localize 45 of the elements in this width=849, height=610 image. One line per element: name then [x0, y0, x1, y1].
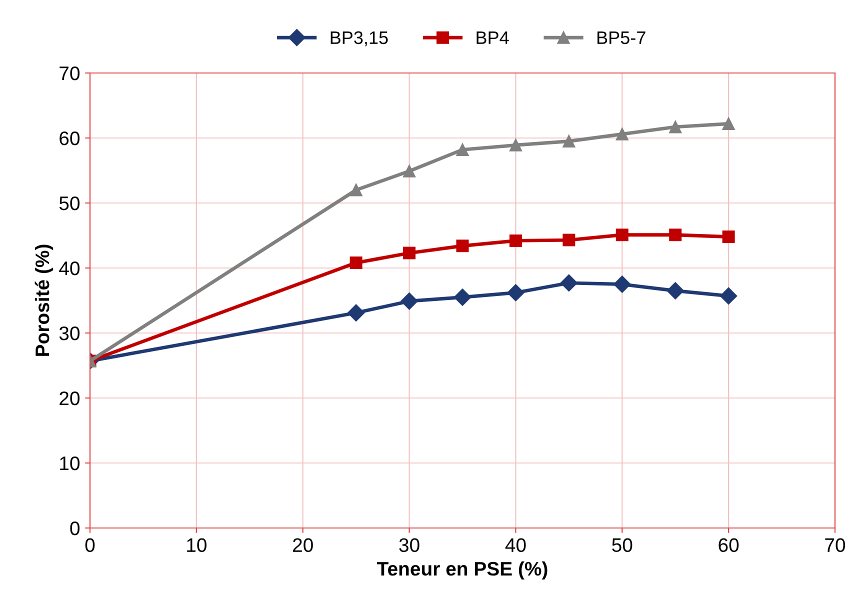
point [616, 228, 628, 242]
y-tick-label: 20 [60, 391, 80, 406]
point [562, 135, 576, 148]
point [350, 256, 362, 270]
y-tick-label: 60 [60, 131, 80, 146]
point [560, 274, 578, 292]
x-tick-label: 0 [85, 538, 95, 552]
point [403, 246, 416, 260]
legend-label: BP5-7 [598, 31, 646, 44]
point [722, 117, 735, 130]
x-tick-label: 40 [505, 538, 526, 552]
x-tick-label: 20 [293, 538, 313, 552]
y-tick-label: 30 [59, 326, 80, 340]
x-tick-label: 50 [612, 538, 632, 552]
point [669, 228, 682, 242]
legend-label: BP4 [476, 31, 509, 44]
point [616, 128, 628, 140]
point [509, 138, 522, 152]
x-axis-title: Teneur en PSE (%) [377, 561, 548, 580]
y-tick-label: 0 [70, 521, 80, 536]
point [666, 282, 684, 300]
point [350, 184, 362, 196]
legend-label: BP3,15 [330, 31, 388, 46]
y-tick-label: 70 [60, 66, 80, 80]
point [456, 143, 469, 156]
point [669, 120, 682, 134]
y-tick-label: 50 [59, 196, 80, 210]
point [348, 304, 365, 322]
point [720, 287, 738, 304]
point [403, 164, 416, 178]
x-tick-label: 60 [718, 538, 739, 552]
y-tick-label: 40 [59, 261, 80, 276]
point [507, 284, 524, 302]
point [722, 230, 735, 244]
y-axis-title: Porosité (%) [34, 244, 54, 356]
point [400, 292, 418, 310]
y-tick-label: 10 [60, 456, 80, 470]
x-tick-label: 70 [825, 538, 846, 552]
x-tick-label: 30 [399, 538, 420, 552]
point [454, 288, 472, 306]
point [456, 240, 469, 252]
point [562, 234, 576, 246]
x-tick-label: 10 [187, 538, 206, 552]
point [509, 234, 522, 247]
point [614, 276, 631, 293]
